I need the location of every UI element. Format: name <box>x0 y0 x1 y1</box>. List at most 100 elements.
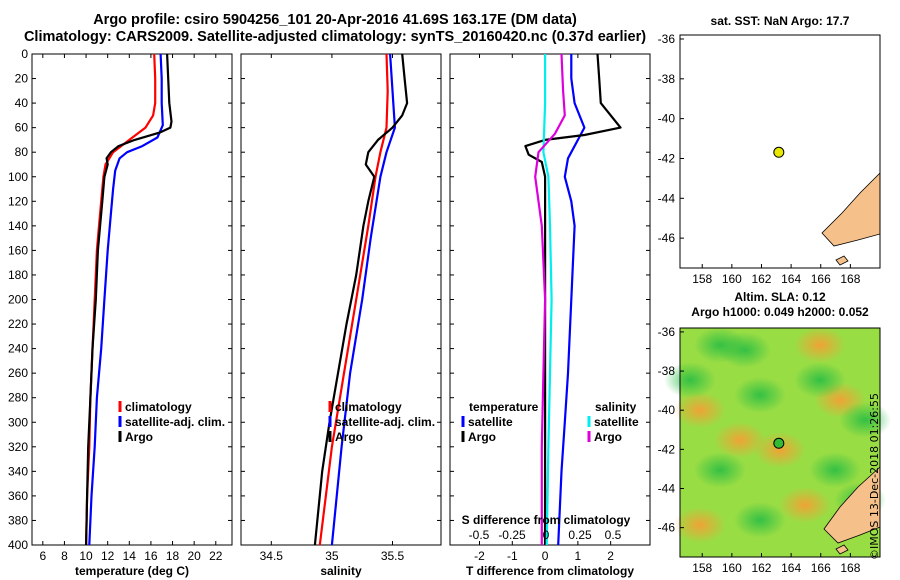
map-x-tick-label: 162 <box>751 272 771 286</box>
y-tick-label: 40 <box>15 96 29 110</box>
sla-anomaly-blob <box>674 392 726 428</box>
sla-anomaly-blob <box>734 377 786 413</box>
map-frame-sla_map <box>679 327 881 558</box>
map-y-tick-label: -44 <box>658 191 676 205</box>
salinity-diff-legend-label: satellite <box>594 415 639 429</box>
x-axis-label-salinity: salinity <box>320 564 362 578</box>
map-y-tick-label: -46 <box>658 521 676 535</box>
sla-map-title: Altim. SLA: 0.12 <box>734 290 826 304</box>
y-tick-label: 260 <box>8 366 28 380</box>
sst-map-title: sat. SST: NaN Argo: 17.7 <box>711 14 850 28</box>
y-tick-label: 0 <box>21 47 28 61</box>
chart-title-line2: Climatology: CARS2009. Satellite-adjuste… <box>23 29 647 45</box>
series-line-satellite-adj-clim- <box>330 53 396 546</box>
map-x-tick-label: 166 <box>811 561 831 575</box>
sla-anomaly-blob <box>754 432 806 468</box>
y-tick-label: 320 <box>8 440 28 454</box>
series-line-t-argo <box>524 53 622 545</box>
x-axis-label-top-difference: S difference from climatology <box>462 513 631 527</box>
sla-anomaly-blob <box>839 402 891 438</box>
sla-anomaly-blob <box>794 362 846 398</box>
map-x-tick-label: 158 <box>692 561 712 575</box>
salinity-legend-label: satellite-adj. clim. <box>335 415 435 429</box>
chart-title-line1: Argo profile: csiro 5904256_101 20-Apr-2… <box>93 12 577 28</box>
map-x-tick-label: 164 <box>781 272 801 286</box>
argo-float-marker <box>773 437 785 449</box>
x-tick-label: 12 <box>101 549 115 563</box>
sla-anomaly-blob <box>664 362 716 398</box>
s-tick-label: -0.25 <box>498 528 526 542</box>
y-tick-label: 280 <box>8 391 28 405</box>
sla-anomaly-blob <box>734 502 786 538</box>
salinity-diff-legend-label: Argo <box>594 430 622 444</box>
x-tick-label: -1 <box>507 549 518 563</box>
difference-legend-label: Argo <box>468 430 496 444</box>
y-tick-label: 140 <box>8 219 28 233</box>
map-x-tick-label: 164 <box>781 561 801 575</box>
map-y-tick-label: -40 <box>658 403 676 417</box>
temperature-legend-label: Argo <box>125 430 153 444</box>
y-tick-label: 380 <box>8 513 28 527</box>
salinity-legend-label: Argo <box>335 430 363 444</box>
temperature-legend-label: climatology <box>125 400 192 414</box>
sla-anomaly-blob <box>694 452 746 488</box>
map-y-tick-label: -36 <box>658 32 676 46</box>
map-y-tick-label: -36 <box>658 325 676 339</box>
sla-anomaly-blob <box>719 332 771 368</box>
y-tick-label: 120 <box>8 194 28 208</box>
map-x-tick-label: 158 <box>692 272 712 286</box>
series-line-argo <box>85 53 173 546</box>
y-tick-label: 300 <box>8 415 28 429</box>
map-y-tick-label: -38 <box>658 72 676 86</box>
y-tick-label: 220 <box>8 317 28 331</box>
x-tick-label: 35 <box>325 549 339 563</box>
sla-map-subtitle: Argo h1000: 0.049 h2000: 0.052 <box>691 305 869 319</box>
x-tick-label: 20 <box>187 549 201 563</box>
x-tick-label: 14 <box>123 549 137 563</box>
x-axis-label-temperature: temperature (deg C) <box>75 564 189 578</box>
sla-anomaly-blob <box>779 487 831 523</box>
sla-anomaly-blob <box>714 422 766 458</box>
x-tick-label: -2 <box>474 549 485 563</box>
map-x-tick-label: 166 <box>811 272 831 286</box>
x-tick-label: 6 <box>39 549 46 563</box>
series-line-t-satellite <box>557 54 586 546</box>
y-tick-label: 80 <box>15 145 29 159</box>
x-tick-label: 16 <box>144 549 158 563</box>
x-tick-label: 2 <box>607 549 614 563</box>
imos-timestamp: ©IMOS 13-Dec-2018 01:26:55 <box>868 393 881 560</box>
s-tick-label: 0 <box>543 528 550 542</box>
x-tick-label: 34.5 <box>260 549 284 563</box>
map-x-tick-label: 168 <box>840 272 860 286</box>
x-tick-label: 1 <box>575 549 582 563</box>
y-tick-label: 100 <box>8 170 28 184</box>
temperature-legend-label: satellite-adj. clim. <box>125 415 225 429</box>
sla-anomaly-blob <box>674 507 726 543</box>
map-y-tick-label: -40 <box>658 112 676 126</box>
land-stewart-island <box>835 544 849 555</box>
y-tick-label: 180 <box>8 268 28 282</box>
map-x-tick-label: 160 <box>722 561 742 575</box>
sla-anomaly-blob <box>809 452 861 488</box>
series-line-argo <box>313 53 409 546</box>
argo-float-marker <box>773 146 785 158</box>
map-frame-sst_map <box>679 34 881 269</box>
land-south-island <box>823 466 881 544</box>
y-tick-label: 60 <box>15 121 29 135</box>
map-x-tick-label: 162 <box>751 561 771 575</box>
x-axis-label-difference: T difference from climatology <box>466 564 634 578</box>
map-y-tick-label: -38 <box>658 364 676 378</box>
series-line-satellite-adj-clim- <box>88 53 164 546</box>
legend-temperature-title: temperature <box>469 400 539 414</box>
y-tick-label: 20 <box>15 72 29 86</box>
series-line-climatology <box>318 53 389 546</box>
s-tick-label: -0.5 <box>469 528 490 542</box>
land-stewart-island <box>835 255 849 266</box>
x-tick-label: 8 <box>61 549 68 563</box>
sla-anomaly-blob <box>794 327 846 363</box>
legend-salinity-title: salinity <box>595 400 637 414</box>
series-line-s-argo <box>534 53 566 545</box>
y-tick-label: 200 <box>8 293 28 307</box>
y-tick-label: 340 <box>8 464 28 478</box>
